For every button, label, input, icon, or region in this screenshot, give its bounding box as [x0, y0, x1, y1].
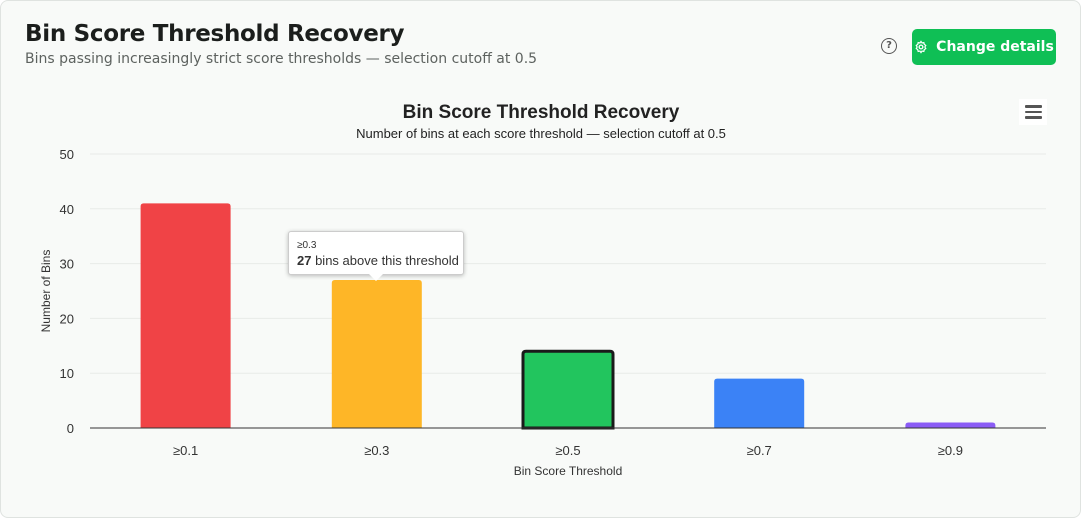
tooltip-value: 27 [297, 253, 312, 268]
tooltip-category: ≥0.3 [297, 240, 317, 251]
x-tick-label: ≥0.9 [938, 443, 963, 458]
bar-≥0.5[interactable] [521, 349, 615, 430]
chart-subtitle: Number of bins at each score threshold —… [356, 126, 726, 141]
change-details-label: Change details [936, 39, 1054, 55]
y-tick-label: 50 [60, 147, 74, 162]
change-details-button[interactable]: Change details [912, 29, 1056, 65]
y-axis-label: Number of Bins [39, 250, 53, 333]
hamburger-menu-icon[interactable] [1019, 99, 1047, 125]
y-tick-label: 20 [60, 311, 74, 326]
page-subtitle: Bins passing increasingly strict score t… [25, 51, 538, 67]
x-axis-label: Bin Score Threshold [514, 464, 623, 478]
bar-≥0.3[interactable] [331, 280, 422, 428]
x-tick-label: ≥0.1 [173, 443, 198, 458]
question-circle-icon[interactable]: ? [881, 38, 897, 54]
tooltip-text: bins above this threshold [311, 253, 459, 268]
y-tick-label: 30 [60, 257, 74, 272]
gear-icon [915, 40, 927, 54]
chart-title: Bin Score Threshold Recovery [403, 102, 680, 123]
bar-≥0.9[interactable] [905, 422, 996, 428]
x-tick-label: ≥0.5 [555, 443, 580, 458]
x-tick-label: ≥0.3 [364, 443, 389, 458]
y-tick-label: 10 [60, 366, 74, 381]
x-tick-label: ≥0.7 [747, 443, 772, 458]
y-tick-label: 0 [67, 421, 74, 436]
tooltip: ≥0.3 27 bins above this threshold [288, 231, 464, 281]
bar-≥0.7[interactable] [714, 378, 805, 428]
y-tick-label: 40 [60, 202, 74, 217]
page-title: Bin Score Threshold Recovery [25, 21, 405, 47]
bar-≥0.1[interactable] [140, 203, 231, 428]
